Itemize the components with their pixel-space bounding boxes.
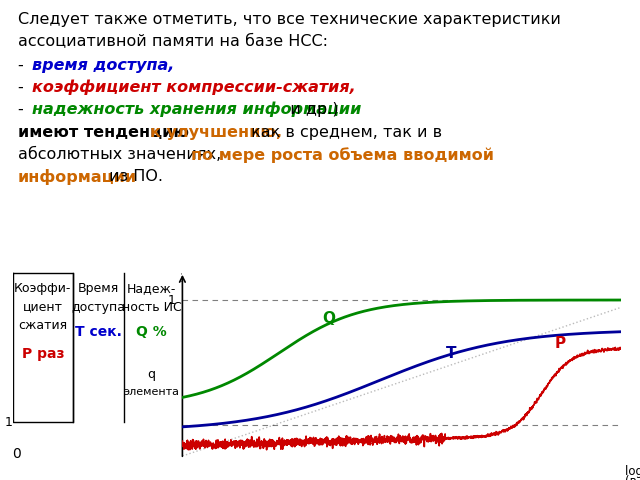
Text: P: P xyxy=(555,336,566,351)
Text: доступа: доступа xyxy=(72,300,125,313)
Text: по мере роста объема вводимой: по мере роста объема вводимой xyxy=(191,147,494,163)
Text: -: - xyxy=(18,58,29,73)
Text: Q: Q xyxy=(323,311,336,326)
Text: имеют тенденцию: имеют тенденцию xyxy=(18,125,195,141)
Text: из ПО.: из ПО. xyxy=(104,169,163,184)
Text: сжатия: сжатия xyxy=(18,319,67,332)
Text: -: - xyxy=(18,80,29,95)
Text: 0: 0 xyxy=(12,446,20,461)
Text: q: q xyxy=(148,368,156,381)
Text: информации: информации xyxy=(18,169,137,185)
Text: Время: Время xyxy=(78,282,119,295)
Text: и др.): и др.) xyxy=(280,102,339,117)
Text: ассоциативной памяти на базе НСС:: ассоциативной памяти на базе НСС: xyxy=(18,34,328,49)
Text: как в среднем, так и в: как в среднем, так и в xyxy=(246,125,442,141)
Text: элемента: элемента xyxy=(124,387,180,397)
Text: -: - xyxy=(18,102,29,117)
Text: время доступа,: время доступа, xyxy=(32,58,174,73)
Text: 1: 1 xyxy=(5,416,13,429)
Text: к улучшению,: к улучшению, xyxy=(150,125,282,141)
Text: Т сек.: Т сек. xyxy=(75,325,122,339)
Text: log (tn): log (tn) xyxy=(625,466,640,479)
Text: коэффициент компрессии-сжатия,: коэффициент компрессии-сжатия, xyxy=(32,80,356,95)
Text: Q %: Q % xyxy=(136,325,167,339)
Text: Коэффи-: Коэффи- xyxy=(14,282,72,295)
Text: Р раз: Р раз xyxy=(22,348,64,361)
Text: (в битах): (в битах) xyxy=(625,475,640,480)
Text: Надеж-: Надеж- xyxy=(127,282,177,295)
Text: 1: 1 xyxy=(168,293,176,307)
Text: Следует также отметить, что все технические характеристики: Следует также отметить, что все техничес… xyxy=(18,12,561,27)
Text: циент: циент xyxy=(23,300,63,313)
Text: надежность хранения информации: надежность хранения информации xyxy=(32,102,362,117)
Text: ность ИС: ность ИС xyxy=(122,300,182,313)
Text: T: T xyxy=(445,346,456,360)
Text: 1: 1 xyxy=(179,272,187,285)
Text: абсолютных значениях,: абсолютных значениях, xyxy=(18,147,227,163)
